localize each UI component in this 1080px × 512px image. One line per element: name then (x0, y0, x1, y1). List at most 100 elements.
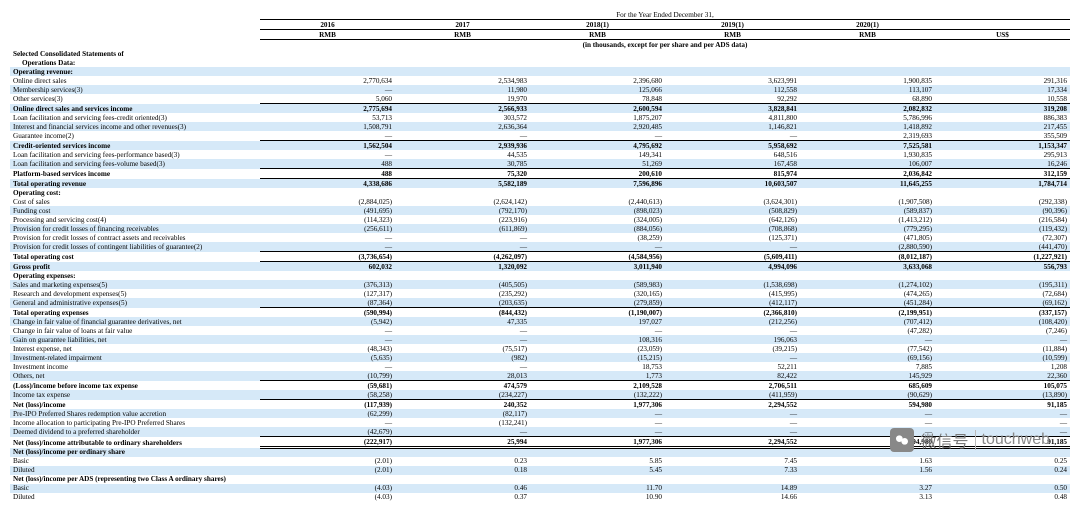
row-value (800, 475, 935, 484)
year-header: 2016 (260, 20, 395, 30)
row-value (395, 475, 530, 484)
row-label: Loan facilitation and servicing fees-per… (10, 150, 260, 159)
row-value: (279,859) (530, 298, 665, 308)
row-value: 2,294,552 (665, 400, 800, 410)
row-label: Processing and servicing cost(4) (10, 215, 260, 224)
row-value: 1.63 (800, 457, 935, 466)
row-value: 2,939,936 (395, 141, 530, 151)
row-label: Total operating expenses (10, 308, 260, 318)
row-value: (415,995) (665, 289, 800, 298)
row-value: 0.48 (935, 493, 1070, 502)
row-value: 52,211 (665, 362, 800, 371)
row-value: 2,706,511 (665, 381, 800, 391)
row-value: (412,117) (665, 298, 800, 308)
row-value: (441,470) (935, 242, 1070, 252)
row-value: (235,292) (395, 289, 530, 298)
row-value: (320,165) (530, 289, 665, 298)
row-value: (471,805) (800, 233, 935, 242)
row-value: (132,222) (530, 390, 665, 400)
row-value: 7.45 (665, 457, 800, 466)
row-value: (5,635) (260, 353, 395, 362)
row-value: (508,829) (665, 206, 800, 215)
row-value: 125,066 (530, 85, 665, 94)
row-label: Guarantee income(2) (10, 131, 260, 141)
row-value: (324,005) (530, 215, 665, 224)
row-value: — (260, 233, 395, 242)
row-label: Change in fair value of financial guaran… (10, 317, 260, 326)
row-value: 1,562,504 (260, 141, 395, 151)
row-value: 1,930,835 (800, 150, 935, 159)
row-value: — (395, 242, 530, 252)
row-value: — (935, 427, 1070, 437)
row-value (260, 271, 395, 280)
row-value: 112,558 (665, 85, 800, 94)
row-label: Cost of sales (10, 197, 260, 206)
row-value: 14.89 (665, 484, 800, 493)
row-value: 1,508,791 (260, 122, 395, 131)
row-label: Credit-oriented services income (10, 141, 260, 151)
row-label: Provision for credit losses of financing… (10, 224, 260, 233)
row-label: Net (loss)/income attributable to ordina… (10, 437, 260, 448)
row-value: 2,109,528 (530, 381, 665, 391)
year-header: 2018(1) (530, 20, 665, 30)
row-value: 16,246 (935, 159, 1070, 169)
row-label: Interest expense, net (10, 344, 260, 353)
row-value: 30,785 (395, 159, 530, 169)
row-value: — (260, 418, 395, 427)
row-value: 1,900,835 (800, 76, 935, 85)
row-value: — (260, 150, 395, 159)
row-value: (5,942) (260, 317, 395, 326)
row-value: 1,320,092 (395, 262, 530, 272)
row-value: (2.01) (260, 457, 395, 466)
row-value: 3.27 (800, 484, 935, 493)
row-value (260, 67, 395, 76)
row-value: (1,274,102) (800, 280, 935, 289)
row-value: 295,913 (935, 150, 1070, 159)
row-value (800, 188, 935, 197)
row-value: (589,983) (530, 280, 665, 289)
row-value: (642,126) (665, 215, 800, 224)
row-value: (1,413,212) (800, 215, 935, 224)
row-value: (611,869) (395, 224, 530, 233)
row-value: (708,868) (665, 224, 800, 233)
row-label: (Loss)/income before income tax expense (10, 381, 260, 391)
row-value: 4,795,692 (530, 141, 665, 151)
row-value: 19,970 (395, 94, 530, 104)
row-value: (90,629) (800, 390, 935, 400)
row-value: — (260, 362, 395, 371)
row-value: 474,579 (395, 381, 530, 391)
row-value: (2,884,025) (260, 197, 395, 206)
row-value: 25,994 (395, 437, 530, 448)
row-label: Provision for credit losses of contract … (10, 233, 260, 242)
row-value (395, 271, 530, 280)
row-value: — (800, 335, 935, 344)
row-value: 319,208 (935, 104, 1070, 114)
row-value: (203,635) (395, 298, 530, 308)
row-label: Diluted (10, 493, 260, 502)
row-value: — (260, 335, 395, 344)
row-value: (108,420) (935, 317, 1070, 326)
row-value: 10,603,507 (665, 179, 800, 189)
row-value: 5,958,692 (665, 141, 800, 151)
row-value: 1,977,306 (530, 437, 665, 448)
row-value: 1,977,306 (530, 400, 665, 410)
row-value: (451,284) (800, 298, 935, 308)
row-value: (5,609,411) (665, 252, 800, 262)
row-value: (2,624,142) (395, 197, 530, 206)
row-label: Total operating revenue (10, 179, 260, 189)
row-value: 14.66 (665, 493, 800, 502)
row-label: Others, net (10, 371, 260, 381)
row-label: Deemed dividend to a preferred sharehold… (10, 427, 260, 437)
row-value: (72,307) (935, 233, 1070, 242)
row-value: 685,609 (800, 381, 935, 391)
row-label: General and administrative expenses(5) (10, 298, 260, 308)
row-value: — (935, 335, 1070, 344)
currency-header: RMB (395, 30, 530, 40)
row-value: — (665, 131, 800, 141)
row-value: — (665, 418, 800, 427)
row-value: (69,162) (935, 298, 1070, 308)
row-value: 167,458 (665, 159, 800, 169)
row-value: (10,799) (260, 371, 395, 381)
row-label: Gross profit (10, 262, 260, 272)
row-value: — (395, 335, 530, 344)
